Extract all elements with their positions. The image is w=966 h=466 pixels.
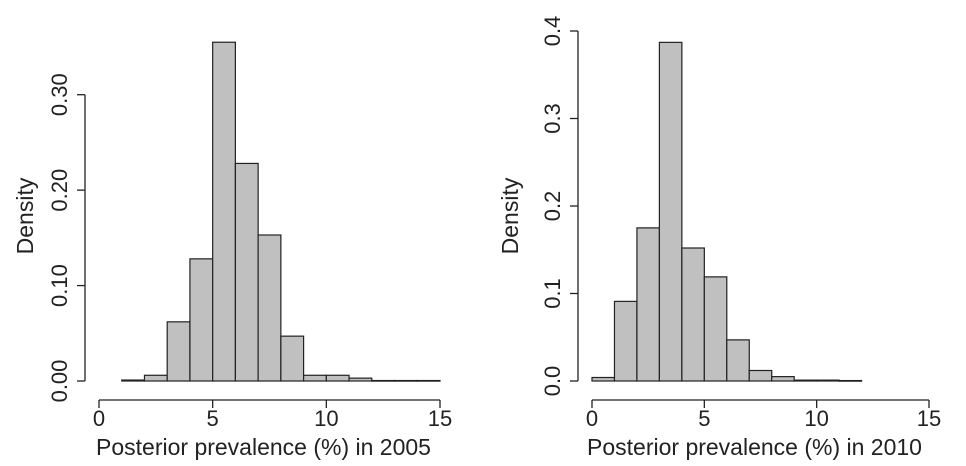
histogram-bar [234, 162, 259, 382]
y-axis-label: Density [12, 177, 38, 254]
histogram-bar [636, 227, 661, 382]
bars-2005 [121, 41, 441, 382]
x-tick-label: 0 [586, 406, 598, 431]
histogram-bar [371, 379, 396, 382]
histogram-2005-svg: 0 5 10 15 0.00 0.10 0.20 0.30 Posterior prevale… [12, 41, 452, 460]
histogram-bar [393, 379, 418, 382]
x-axis-label: Posterior prevalence (%) in 2010 [587, 434, 922, 460]
histogram-bar [166, 321, 191, 382]
y-tick-label: 0.2 [540, 191, 565, 222]
histogram-bar [613, 300, 638, 382]
histogram-bar [681, 247, 705, 382]
y-tick-label: 0.00 [47, 360, 72, 403]
histogram-bar [189, 258, 214, 382]
histogram-bar [703, 276, 728, 382]
x-tick-label: 15 [428, 406, 452, 431]
histogram-bar [212, 41, 237, 382]
histogram-bar [325, 374, 350, 382]
y-tick-label: 0.10 [47, 264, 72, 307]
histogram-bar [816, 379, 840, 382]
y-tick-label: 0.0 [540, 366, 565, 397]
x-tick-label: 5 [207, 406, 219, 431]
histogram-bar [121, 379, 146, 382]
x-tick-label: 0 [93, 406, 105, 431]
x-tick-label: 15 [917, 406, 941, 431]
histogram-bar [303, 374, 327, 382]
histogram-bar [416, 379, 441, 382]
histogram-bar [771, 376, 795, 382]
histogram-bar [257, 234, 282, 382]
histogram-bar [748, 369, 773, 382]
histogram-bar [280, 335, 305, 382]
y-axis-label: Density [497, 177, 523, 254]
y-tick-label: 0.3 [540, 103, 565, 134]
histogram-bar [793, 379, 818, 382]
histogram-2010: 0 5 10 15 0.0 0.1 0.2 0.3 0.4 Posterior prevalen… [483, 0, 966, 466]
y-tick-label: 0.4 [540, 16, 565, 47]
x-tick-label: 5 [698, 406, 710, 431]
histogram-bar [591, 376, 616, 382]
y-tick-label: 0.30 [47, 73, 72, 116]
bars-2010 [591, 41, 863, 382]
histogram-bar [726, 339, 750, 382]
x-axis-label: Posterior prevalence (%) in 2005 [96, 434, 431, 460]
histogram-bar [348, 377, 373, 382]
x-tick-label: 10 [804, 406, 828, 431]
x-tick-label: 10 [314, 406, 338, 431]
y-tick-label: 0.20 [47, 169, 72, 212]
histogram-bar [143, 374, 168, 382]
histogram-bar [838, 379, 863, 382]
histogram-2010-svg: 0 5 10 15 0.0 0.1 0.2 0.3 0.4 Posterior prevalen… [497, 16, 941, 460]
histogram-2005: 0 5 10 15 0.00 0.10 0.20 0.30 Posterior prevale… [12, 41, 452, 460]
histogram-bar [658, 41, 683, 382]
axes-2005: 0 5 10 15 0.00 0.10 0.20 0.30 [47, 73, 452, 431]
axes-2010: 0 5 10 15 0.0 0.1 0.2 0.3 0.4 [540, 16, 941, 431]
y-tick-label: 0.1 [540, 278, 565, 309]
